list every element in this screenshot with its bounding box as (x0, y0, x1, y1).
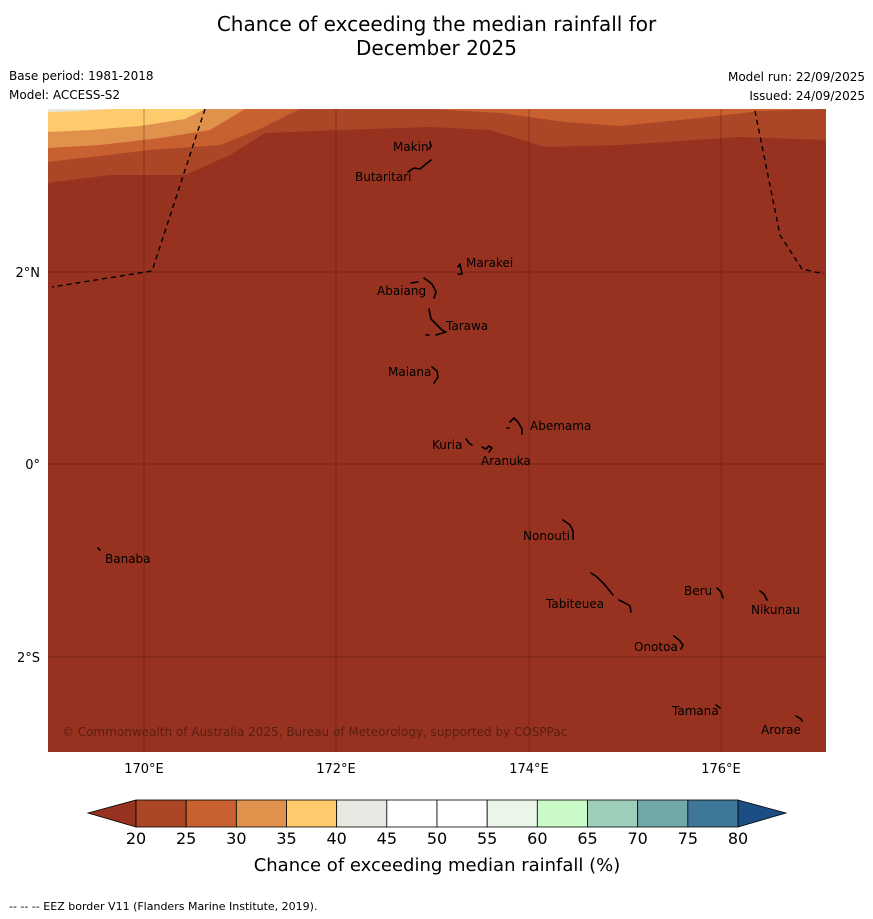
label-aranuka: Aranuka (481, 454, 531, 468)
colorbar-label: Chance of exceeding median rainfall (%) (254, 855, 621, 876)
colorbar-high-extend (737, 799, 788, 828)
lon-label-174e: 174°E (509, 762, 549, 777)
lon-label-170e: 170°E (124, 762, 164, 777)
gridlines (48, 109, 826, 752)
colorbar-segment (336, 799, 388, 828)
island-banaba (97, 547, 101, 551)
base-period: Base period: 1981-2018 (9, 69, 154, 83)
label-abemama: Abemama (530, 419, 591, 433)
colorbar-segment (687, 799, 739, 828)
island-marakei (457, 263, 463, 275)
map-title: Chance of exceeding the median rainfall … (0, 12, 873, 60)
label-marakei: Marakei (466, 256, 513, 270)
colorbar-tick-label: 50 (427, 829, 447, 848)
model-run: Model run: 22/09/2025 (727, 70, 865, 84)
contour-40-45 (48, 109, 110, 112)
colorbar-tick-label: 35 (276, 829, 296, 848)
contour-25-30 (48, 109, 826, 162)
island-abemama (506, 417, 523, 435)
label-nonouti: Nonouti (523, 529, 570, 543)
model-name: Model: ACCESS-S2 (9, 88, 121, 102)
label-maiana: Maiana (388, 365, 431, 379)
colorbar-tick-label: 55 (477, 829, 497, 848)
eez-legend-note: -- -- -- EEZ border V11 (Flanders Marine… (9, 900, 318, 913)
island-tamana (715, 704, 721, 709)
place-labels: Makin Butaritari Marakei Abaiang Tarawa … (105, 140, 801, 737)
lon-label-176e: 176°E (701, 762, 741, 777)
colorbar: 20 25 30 35 40 45 50 55 60 65 70 75 80 Chance of exc… (86, 799, 788, 876)
island-maiana (431, 366, 439, 384)
island-butaritari (407, 159, 432, 173)
meta-right: Model run: 22/09/2025 Issued: 24/09/2025 (728, 70, 865, 108)
label-nikunau: Nikunau (751, 603, 800, 617)
lat-label-2s: 2°S (17, 651, 40, 666)
axis-labels: 170°E 172°E 174°E 176°E 2°N 0° 2°S (16, 266, 741, 777)
colorbar-ticks: 20 25 30 35 40 45 50 55 60 65 70 75 80 (126, 829, 748, 848)
copyright-notice: © Commonwealth of Australia 2025, Bureau… (62, 725, 567, 739)
label-arorae: Arorae (761, 723, 801, 737)
colorbar-segments (135, 799, 739, 828)
colorbar-tick-label: 25 (176, 829, 196, 848)
colorbar-segment (436, 799, 488, 828)
colorbar-segment (235, 799, 287, 828)
eez-borders (51, 109, 825, 288)
island-tarawa (425, 308, 447, 336)
colorbar-tick-label: 65 (577, 829, 597, 848)
colorbar-tick-label: 75 (678, 829, 698, 848)
label-tamana: Tamana (671, 704, 719, 718)
label-onotoa: Onotoa (634, 640, 678, 654)
map-background (48, 109, 826, 752)
colorbar-tick-label: 40 (326, 829, 346, 848)
colorbar-segment (185, 799, 237, 828)
island-makin (428, 141, 432, 150)
colorbar-tick-label: 60 (527, 829, 547, 848)
colorbar-segment (536, 799, 588, 828)
island-kuria (465, 438, 473, 446)
island-nonouti (562, 519, 574, 540)
colorbar-segment (135, 799, 187, 828)
issued-date: Issued: 24/09/2025 (749, 89, 865, 103)
label-beru: Beru (684, 584, 712, 598)
label-abaiang: Abaiang (377, 284, 426, 298)
eez-border-east (754, 110, 825, 275)
colorbar-segment (386, 799, 438, 828)
colorbar-tick-label: 30 (226, 829, 246, 848)
islands (97, 141, 803, 722)
island-nikunau (759, 590, 768, 601)
title-line-2: December 2025 (356, 36, 517, 60)
island-abaiang (410, 277, 437, 299)
colorbar-tick-label: 80 (728, 829, 748, 848)
label-banaba: Banaba (105, 552, 151, 566)
colorbar-tick-label: 45 (377, 829, 397, 848)
colorbar-segment (587, 799, 639, 828)
colorbar-tick-label: 70 (627, 829, 647, 848)
eez-border-west (51, 109, 206, 288)
colorbar-segment (486, 799, 538, 828)
island-onotoa (673, 635, 684, 650)
colorbar-tick-label: 20 (126, 829, 146, 848)
lat-label-0: 0° (25, 458, 40, 473)
colorbar-low-extend (86, 799, 137, 828)
label-butaritari: Butaritari (355, 170, 412, 184)
title-line-1: Chance of exceeding the median rainfall … (216, 12, 657, 36)
meta-left: Base period: 1981-2018 Model: ACCESS-S2 (9, 69, 154, 107)
island-aranuka (481, 445, 493, 453)
island-beru (716, 587, 724, 599)
label-tabiteuea: Tabiteuea (545, 597, 604, 611)
lat-label-2n: 2°N (16, 266, 41, 281)
contour-35-40 (48, 109, 205, 132)
colorbar-segment (286, 799, 338, 828)
island-arorae (795, 715, 803, 722)
map-area: Makin Butaritari Marakei Abaiang Tarawa … (48, 109, 826, 752)
label-kuria: Kuria (432, 438, 463, 452)
colorbar-segment (637, 799, 689, 828)
island-tabiteuea (590, 572, 632, 613)
label-makin: Makin (393, 140, 429, 154)
label-tarawa: Tarawa (445, 319, 488, 333)
lon-label-172e: 172°E (316, 762, 356, 777)
